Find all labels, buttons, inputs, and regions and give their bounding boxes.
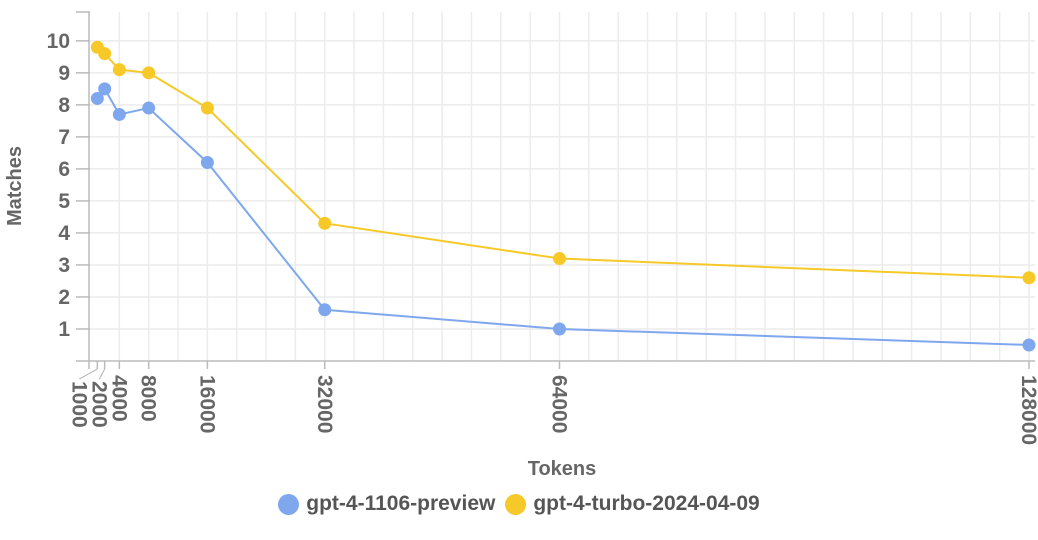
data-point [142, 101, 156, 115]
data-point [318, 303, 332, 317]
x-axis-label: Tokens [528, 458, 597, 480]
y-tick-label: 3 [58, 254, 70, 277]
y-tick-label: 9 [58, 62, 70, 85]
y-tick-label: 6 [58, 158, 70, 181]
y-tick-label: 7 [58, 126, 70, 149]
y-tick-label: 4 [58, 222, 70, 245]
y-tick-label: 10 [47, 30, 70, 53]
x-tick-leader [98, 368, 106, 380]
data-point [553, 322, 566, 336]
legend-item-gpt-4-turbo[interactable]: gpt-4-turbo-2024-04-09 [505, 492, 760, 516]
data-point [112, 63, 126, 77]
x-tick-leader [79, 368, 98, 380]
x-tick-label: 1000 [67, 381, 90, 428]
y-tick-label: 2 [58, 286, 70, 309]
data-point [98, 82, 112, 96]
y-tick-label: 8 [58, 94, 70, 117]
x-tick-label: 64000 [548, 375, 571, 433]
legend: gpt-4-1106-preview gpt-4-turbo-2024-04-0… [0, 492, 1038, 516]
legend-marker-blue [278, 493, 300, 515]
legend-label: gpt-4-1106-preview [306, 492, 496, 515]
x-tick-label: 128000 [1017, 375, 1038, 445]
legend-item-gpt-4-1106-preview[interactable]: gpt-4-1106-preview [278, 492, 495, 516]
grid [90, 12, 1035, 361]
data-point [318, 216, 332, 230]
legend-marker-yellow [505, 493, 527, 515]
data-point [142, 66, 156, 80]
series-group [90, 40, 1036, 352]
y-tick-label: 5 [58, 190, 70, 213]
x-tick-label: 16000 [195, 375, 218, 433]
x-tick-label: 32000 [313, 375, 336, 433]
x-tick-label: 2000 [87, 381, 110, 428]
legend-label: gpt-4-turbo-2024-04-09 [533, 492, 760, 515]
x-tick-label: 4000 [107, 375, 130, 422]
data-point [200, 101, 214, 115]
data-point [553, 252, 566, 266]
data-point [98, 47, 112, 61]
data-point [200, 155, 214, 169]
data-point [1022, 271, 1036, 285]
data-point [90, 91, 104, 105]
y-axis-label: Matches [4, 146, 26, 226]
data-point [1022, 338, 1036, 352]
data-point [112, 107, 126, 121]
y-tick-label: 1 [58, 318, 70, 341]
x-tick-label: 8000 [137, 375, 160, 422]
